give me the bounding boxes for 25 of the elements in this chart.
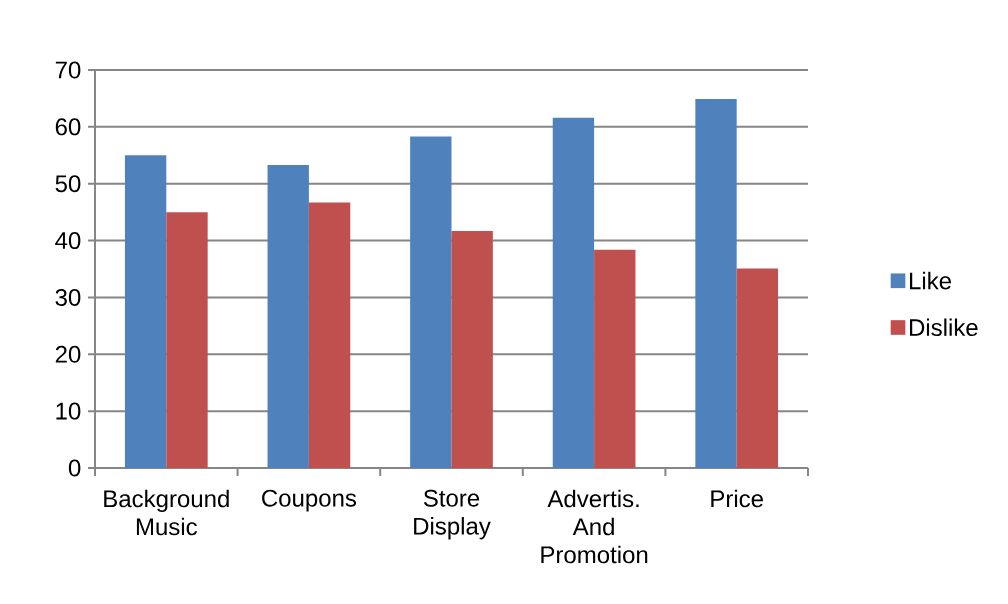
- y-tick-label: 30: [55, 288, 81, 306]
- y-tick-label: 10: [56, 402, 81, 420]
- bar: [594, 249, 636, 468]
- bar: [552, 117, 595, 468]
- y-tick-label: 0: [68, 459, 81, 477]
- bar: [451, 230, 493, 468]
- legend-label: Dislike: [909, 318, 978, 337]
- y-tick-label: 70: [55, 61, 81, 79]
- bar: [695, 99, 737, 468]
- bar: [124, 155, 167, 468]
- bar: [736, 268, 779, 468]
- bar: [410, 136, 452, 468]
- bar: [267, 164, 309, 468]
- y-tick-label: 40: [55, 232, 81, 250]
- bar: [166, 212, 208, 468]
- y-tick-label: 50: [55, 175, 81, 193]
- bar: [308, 202, 351, 468]
- x-tick-label: Advertis. And Promotion: [541, 489, 648, 564]
- x-tick-label: Price: [711, 489, 763, 508]
- x-tick-label: Background Music: [104, 489, 229, 536]
- x-tick-label: Store Display: [414, 489, 491, 540]
- y-tick-label: 20: [55, 345, 81, 363]
- y-tick-label: 60: [55, 118, 81, 136]
- legend-label: Like: [909, 271, 951, 290]
- x-tick-label: Coupons: [262, 489, 357, 512]
